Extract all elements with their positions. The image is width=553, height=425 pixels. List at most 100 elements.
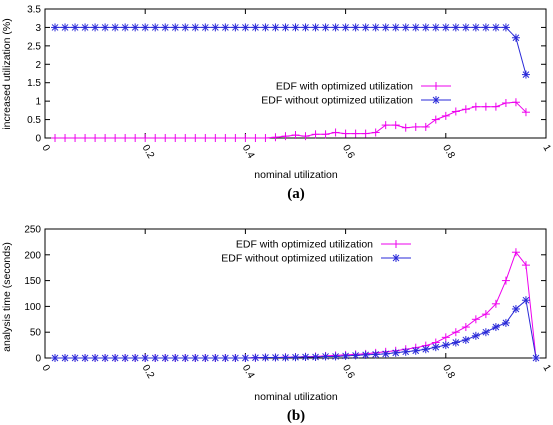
data-point [151,134,160,142]
data-point [81,23,90,32]
x-tick-label: 0 [39,363,52,374]
data-point-d2 [442,24,450,31]
data-point [161,354,170,362]
data-point [381,23,390,32]
data-point [431,343,440,352]
data-point-d2 [492,24,500,31]
data-point [501,276,510,285]
data-point [241,23,250,32]
data-point-d2 [272,24,279,31]
data-point-d2 [322,24,329,31]
data-point-d2 [492,323,500,331]
data-point-d2 [232,354,239,362]
data-point-d2 [352,24,359,31]
data-point-d2 [532,354,540,362]
data-point-d2 [362,351,369,359]
y-tick-label: 3 [35,23,41,34]
data-point-d2 [482,328,490,336]
data-point-d2 [111,354,119,362]
data-point [321,23,330,32]
data-point [131,134,140,142]
data-point [441,23,450,32]
data-point [341,23,350,32]
legend-label: EDF without optimized utilization [221,253,373,265]
data-point-d2 [232,24,239,31]
data-point [271,133,280,142]
data-point [141,354,150,362]
data-point [331,352,340,361]
data-point [171,354,180,362]
data-point [381,121,390,130]
data-point-d2 [282,24,289,31]
data-point [191,354,200,362]
data-point [411,346,420,355]
y-tick-label: 250 [24,225,41,236]
data-point [211,23,220,32]
data-point [141,23,150,32]
data-point [511,248,520,257]
data-point-d2 [91,24,99,31]
x-tick-label: 0.8 [440,143,457,161]
data-point [51,23,60,32]
data-point [201,134,210,142]
data-point-d2 [151,354,159,362]
data-point [81,134,90,142]
data-point [421,23,430,32]
data-point [261,23,270,32]
data-point [491,299,500,308]
x-tick-label: 0.8 [440,363,457,381]
data-point-d2 [292,353,299,361]
data-point-d2 [222,354,229,362]
legend-label: EDF without optimized utilization [261,95,413,107]
data-point [491,23,500,32]
data-point [241,354,250,362]
data-point [181,354,190,362]
data-point [481,310,490,319]
data-point-d2 [161,354,169,362]
data-point [471,331,480,340]
data-point-d2 [211,354,219,362]
data-point-d2 [502,24,510,31]
y-tick-label: 0 [35,134,41,145]
data-point [171,23,180,32]
data-point-d2 [472,332,480,340]
data-point [391,23,400,32]
x-tick-label: 0.6 [340,143,357,161]
y-tick-label: 2 [35,60,41,71]
data-point [131,23,140,32]
data-point-d2 [372,24,380,31]
legend-marker-d2 [392,254,400,262]
data-point [401,23,410,32]
data-point [191,23,200,32]
data-point [311,23,320,32]
data-point [281,132,290,141]
data-point [121,134,130,142]
data-point [221,354,230,362]
data-point [481,23,490,32]
data-point-d2 [181,354,189,362]
data-point-d2 [372,351,380,358]
data-point [181,23,190,32]
data-point [291,353,300,362]
data-point-d2 [191,24,199,31]
data-point [391,348,400,357]
data-point [211,134,220,142]
data-point [251,134,260,142]
data-point [361,350,370,359]
data-point [521,108,530,117]
data-point-d2 [141,24,149,31]
data-point-d2 [141,354,149,362]
data-point-d2 [462,24,470,31]
data-point [471,102,480,111]
data-point [491,323,500,332]
data-point [501,318,510,327]
data-point [231,354,240,362]
data-point-d2 [272,354,279,361]
legend-label: EDF with optimized utilization [236,239,373,251]
data-point-d2 [382,24,390,31]
data-point-d2 [512,305,520,313]
data-point-d2 [402,24,410,31]
data-point [451,328,460,337]
data-point-d2 [81,354,89,362]
data-point [151,23,160,32]
